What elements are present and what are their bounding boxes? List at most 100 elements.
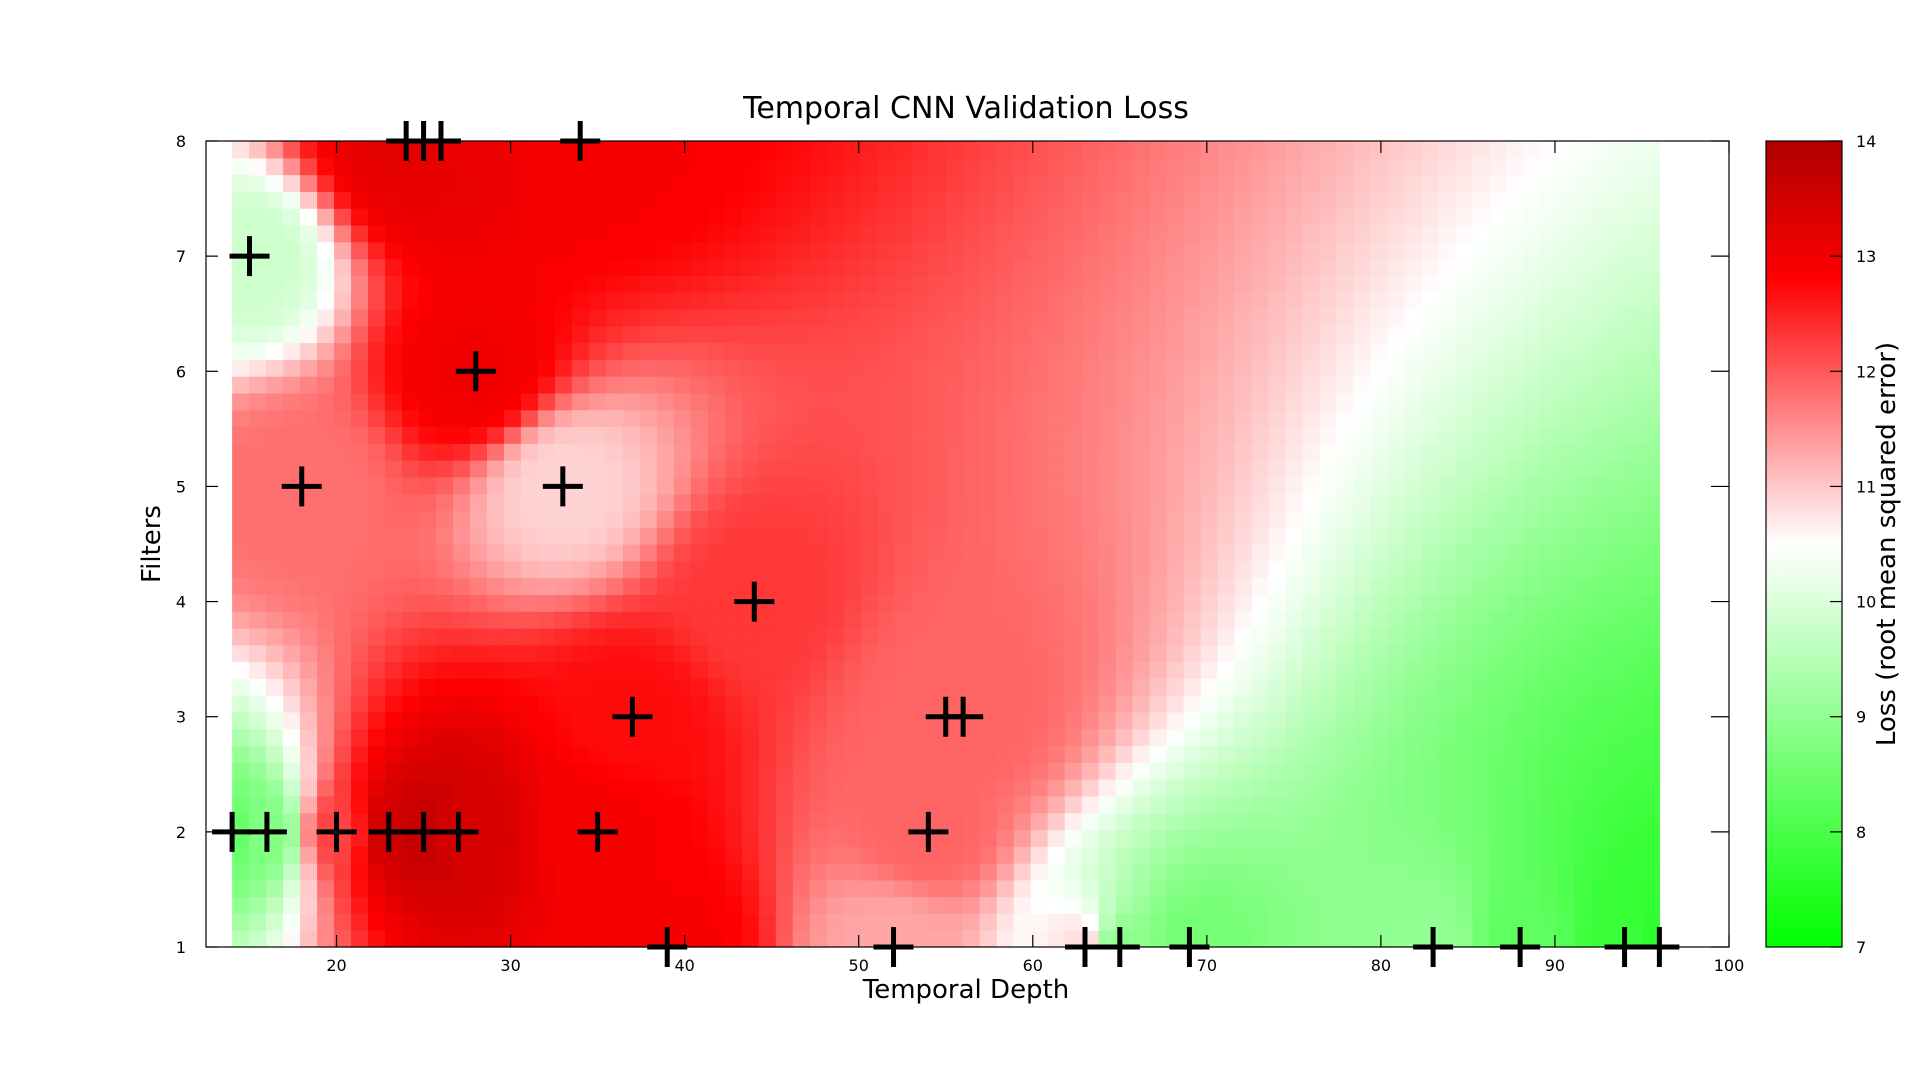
heatmap-cell [537,409,556,428]
heatmap-cell [1574,292,1593,310]
heatmap-cell [1591,191,1609,209]
heatmap-cell [571,426,590,444]
heatmap-cell [1268,863,1287,881]
heatmap-cell [962,476,981,495]
heatmap-cell [1574,762,1593,780]
heatmap-cell [1608,275,1626,293]
heatmap-cell [1472,409,1491,428]
heatmap-cell [690,426,709,444]
heatmap-cell [554,762,573,780]
heatmap-cell [1557,879,1576,898]
heatmap-cell [1166,392,1185,411]
heatmap-cell [792,476,811,495]
heatmap-cell [1030,493,1049,512]
heatmap-cell [1472,594,1491,612]
heatmap-cell [419,174,437,192]
heatmap-cell [928,426,947,444]
heatmap-cell [588,644,607,663]
heatmap-cell [1625,644,1643,663]
heatmap-cell [1251,241,1270,260]
heatmap-cell [1013,308,1032,327]
heatmap-cell [402,241,420,260]
heatmap-cell [1523,745,1542,763]
heatmap-cell [419,711,437,730]
heatmap-cell [1234,544,1253,562]
heatmap-cell [996,611,1015,629]
heatmap-cell [368,544,386,562]
heatmap-cell [979,611,998,629]
heatmap-cell [792,644,811,663]
heatmap-cell [1251,611,1270,629]
heatmap-cell [1268,476,1287,495]
heatmap-cell [419,930,437,948]
heatmap-cell [1336,443,1355,461]
heatmap-cell [1489,594,1508,612]
heatmap-cell [1421,258,1440,276]
heatmap-cell [266,863,284,881]
heatmap-cell [741,711,760,730]
heatmap-cell [656,476,675,495]
heatmap-cell [520,258,539,276]
heatmap-cell [792,292,811,310]
heatmap-cell [554,258,573,276]
heatmap-cell [571,812,590,831]
heatmap-cell [1251,728,1270,747]
heatmap-cell [911,779,930,797]
heatmap-cell [1166,812,1185,831]
heatmap-cell [1574,695,1593,713]
heatmap-cell [300,224,318,243]
heatmap-cell [809,829,828,847]
heatmap-cell [1540,241,1559,260]
heatmap-cell [419,275,437,293]
heatmap-cell [317,661,335,679]
heatmap-cell [402,812,420,831]
heatmap-cell [1268,292,1287,310]
heatmap-cell [996,460,1015,478]
heatmap-cell [707,611,726,629]
heatmap-cell [860,460,879,478]
heatmap-cell [520,829,539,847]
heatmap-cell [962,275,981,293]
heatmap-cell [249,627,267,646]
heatmap-cell [419,443,437,461]
heatmap-cell [1574,644,1593,663]
heatmap-cell [758,426,777,444]
heatmap-cell [232,863,250,881]
heatmap-cell [1268,493,1287,512]
heatmap-cell [639,577,658,595]
heatmap-cell [605,812,624,831]
heatmap-cell [1251,930,1270,948]
heatmap-cell [809,493,828,512]
heatmap-cell [317,241,335,260]
heatmap-cell [1302,510,1321,528]
heatmap-cell [571,644,590,663]
heatmap-cell [639,930,658,948]
heatmap-cell [1438,527,1457,545]
heatmap-cell [249,224,267,243]
heatmap-cell [1421,141,1440,159]
heatmap-cell [945,258,964,276]
heatmap-cell [1523,913,1542,931]
heatmap-cell [351,695,369,713]
heatmap-cell [1404,426,1423,444]
heatmap-cell [639,879,658,898]
heatmap-cell [1285,157,1304,176]
heatmap-cell [928,544,947,562]
heatmap-cell [1047,493,1066,512]
heatmap-cell [826,493,845,512]
heatmap-cell [368,577,386,595]
heatmap-cell [1302,325,1321,344]
heatmap-cell [1064,829,1083,847]
heatmap-cell [1081,661,1100,679]
heatmap-cell [656,392,675,411]
heatmap-cell [1064,174,1083,192]
heatmap-cell [249,812,267,831]
heatmap-cell [368,224,386,243]
heatmap-cell [402,879,420,898]
heatmap-cell [690,308,709,327]
heatmap-cell [1557,829,1576,847]
heatmap-cell [1047,795,1066,814]
heatmap-cell [775,258,794,276]
heatmap-cell [1642,443,1660,461]
heatmap-cell [486,258,505,276]
